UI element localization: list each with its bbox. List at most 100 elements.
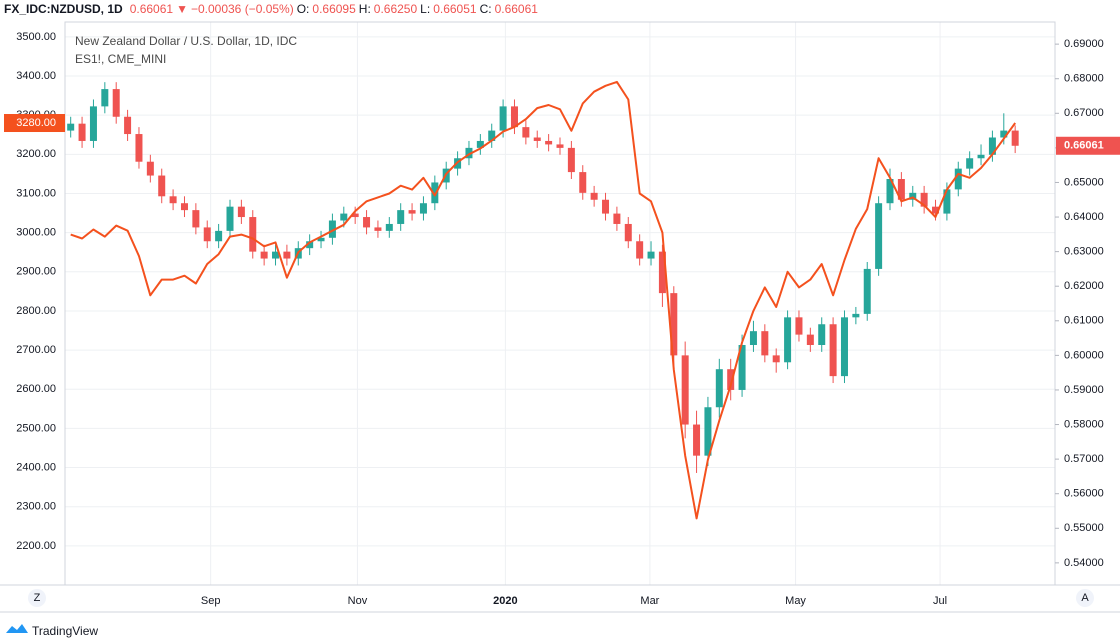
candle-body: [670, 293, 678, 356]
candle-body: [124, 116, 132, 135]
candle-body: [476, 140, 484, 148]
candle-body: [909, 192, 917, 200]
candle-body: [260, 251, 268, 259]
candle-body: [397, 210, 405, 224]
candle-body: [533, 137, 541, 141]
grid: [65, 22, 1055, 585]
scale-button-label[interactable]: Z: [34, 592, 41, 604]
high-value: 0.66250: [373, 2, 418, 16]
open-label: O:: [296, 2, 310, 16]
x-tick-label: Nov: [348, 595, 368, 607]
y-tick-label: 3100.00: [16, 187, 56, 199]
candle-body: [192, 210, 200, 228]
candle-body: [340, 213, 348, 221]
y-tick-label: 2900.00: [16, 266, 56, 278]
y-tick-label: 2500.00: [16, 422, 56, 434]
candle-body: [556, 144, 564, 148]
y2-tick-label: 0.62000: [1064, 280, 1104, 292]
y2-tick-label: 0.59000: [1064, 384, 1104, 396]
candle-body: [886, 179, 894, 204]
close-label: C:: [479, 2, 492, 16]
candle-body: [647, 251, 655, 259]
candle-body: [977, 154, 985, 159]
last-value-tag: [4, 114, 65, 133]
y-tick-label: 2800.00: [16, 305, 56, 317]
y2-tick-label: 0.60000: [1064, 349, 1104, 361]
y2-tick-label: 0.64000: [1064, 211, 1104, 223]
low-value: 0.66051: [433, 2, 477, 16]
y2-tick-label: 0.67000: [1064, 107, 1104, 119]
y2-tick-label: 0.69000: [1064, 38, 1104, 50]
candle-body: [749, 331, 757, 345]
y-tick-label: 2300.00: [16, 501, 56, 513]
down-arrow: ▼: [176, 2, 188, 16]
candle-body: [146, 161, 154, 176]
last-price-tag: [1056, 136, 1120, 155]
candle-body: [954, 168, 962, 190]
candle-body: [932, 206, 940, 214]
candle-body: [317, 237, 325, 242]
candle-body: [715, 369, 723, 408]
candle-body: [727, 369, 735, 390]
quote-header: FX_IDC:NZDUSD, 1D 0.66061 ▼ −0.00036 (−0…: [4, 2, 538, 16]
series-title: ES1!, CME_MINI: [75, 52, 166, 66]
candle-body: [272, 251, 280, 259]
marks: [67, 80, 1019, 520]
candle-body: [112, 89, 120, 117]
candle-body: [829, 324, 837, 377]
close-value: 0.66061: [494, 2, 538, 16]
candle-body: [283, 251, 291, 259]
candle-body: [920, 192, 928, 207]
candle-body: [431, 182, 439, 204]
candle-body: [897, 179, 905, 200]
scale-button[interactable]: [28, 589, 46, 607]
candle-body: [761, 331, 769, 356]
candle-body: [351, 213, 359, 218]
candle-body: [237, 206, 245, 218]
last-price: 0.66061: [129, 2, 174, 16]
x-tick-label: Mar: [640, 595, 659, 607]
candle-body: [306, 241, 314, 249]
x-tick-label: Jul: [933, 595, 947, 607]
y-tick-label: 3500.00: [16, 31, 56, 43]
y-tick-label: 3000.00: [16, 227, 56, 239]
last-price-label: 0.66061: [1064, 140, 1104, 152]
candle-body: [943, 189, 951, 214]
candle-body: [78, 123, 86, 141]
candle-body: [772, 355, 780, 363]
candle-body: [795, 317, 803, 335]
symbol: FX_IDC:NZDUSD, 1D: [4, 2, 123, 16]
x-tick-label: 2020: [493, 595, 517, 607]
y2-tick-label: 0.58000: [1064, 418, 1104, 430]
scale-button[interactable]: [1076, 589, 1094, 607]
candle-body: [328, 220, 336, 238]
candle-body: [840, 317, 848, 377]
last-value-label: 3280.00: [16, 117, 56, 129]
scale-button-label[interactable]: A: [1081, 592, 1089, 604]
candle-body: [135, 134, 143, 162]
candle-body: [101, 89, 109, 107]
candle-body: [488, 130, 496, 141]
y-tick-label: 3200.00: [16, 148, 56, 160]
candle-body: [704, 407, 712, 456]
candle-body: [226, 206, 234, 231]
y-tick-label: 2600.00: [16, 383, 56, 395]
y-tick-label: 2200.00: [16, 540, 56, 552]
y2-tick-label: 0.57000: [1064, 453, 1104, 465]
candle-body: [875, 203, 883, 269]
candle-body: [988, 137, 996, 155]
candle-body: [624, 223, 632, 242]
candle-body: [89, 106, 97, 141]
brand-logo: [6, 624, 28, 633]
line-series: [70, 80, 1017, 520]
branding: TradingView: [32, 624, 99, 638]
candle-body: [658, 251, 666, 294]
candle-body: [363, 217, 371, 228]
candle-body: [681, 355, 689, 425]
candle-body: [169, 196, 177, 204]
candle-body: [784, 317, 792, 363]
plot-border: [64, 21, 1056, 586]
candle-body: [499, 106, 507, 131]
candle-body: [203, 227, 211, 242]
